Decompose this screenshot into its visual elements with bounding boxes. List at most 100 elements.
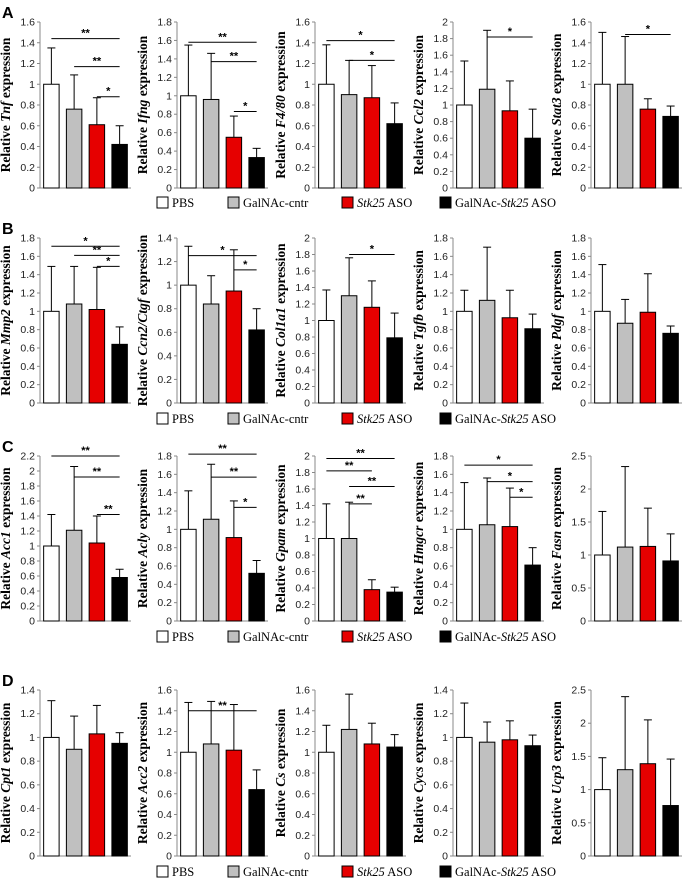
significance-label: * <box>220 245 225 257</box>
bar-4 <box>524 328 541 404</box>
significance-label: * <box>508 471 513 483</box>
bar-1 <box>594 789 611 857</box>
y-axis-title: Relative F4/80 expression <box>273 31 288 179</box>
y-axis-title-suffix: expression <box>549 250 564 314</box>
bar-4 <box>248 789 265 857</box>
significance-label: ** <box>93 56 102 68</box>
legend-label-text: PBS <box>172 865 194 879</box>
y-axis-title-gene: Ucp3 <box>549 765 564 794</box>
significance-label: * <box>646 23 651 35</box>
y-tick-label: 1.4 <box>571 37 586 49</box>
y-tick-label: 0.8 <box>433 116 448 128</box>
y-axis-title-gene: Acc2 <box>135 766 150 795</box>
significance-label: ** <box>368 476 377 488</box>
y-tick-label: 0 <box>442 183 448 195</box>
y-axis-title-gene: Ifng <box>135 99 150 124</box>
y-axis-title: Relative Acc2 expression <box>135 701 150 844</box>
legend-label-text: PBS <box>172 196 194 210</box>
legend-label-suffix: ASO <box>385 630 412 644</box>
y-tick-label: 0.8 <box>20 556 35 568</box>
chart-acly: Relative Acly expression 0 0.2 0.4 0.6 0.8 1 1.… <box>135 443 268 628</box>
y-tick-label: 0.6 <box>20 571 35 583</box>
y-tick-label: 0.2 <box>433 827 448 839</box>
y-tick-label: 0.4 <box>295 365 310 377</box>
y-tick-label: 1.4 <box>433 487 448 499</box>
y-tick-label: 1.2 <box>157 726 172 738</box>
charts-layer: Relative Tnf expression 0 0.2 0.4 0.6 0.8 1 1.2… <box>0 17 682 863</box>
legend-label-gene: Stk25 <box>357 412 385 426</box>
legend-swatch <box>227 412 240 425</box>
y-tick-label: 0.8 <box>20 756 35 768</box>
y-tick-label: 0.8 <box>157 768 172 780</box>
y-axis-title-gene: Cycs <box>411 767 426 793</box>
y-tick-label: 0.2 <box>157 830 172 842</box>
y-tick-label: 1.6 <box>571 251 586 263</box>
y-axis-title-suffix: expression <box>273 31 288 95</box>
y-tick-label: 1.4 <box>20 37 35 49</box>
y-tick-label: 1.6 <box>295 17 310 29</box>
legend-swatch <box>156 630 169 643</box>
y-tick-label: 0.6 <box>20 779 35 791</box>
y-tick-label: 0 <box>166 851 172 863</box>
y-axis-title-gene: Col1a1 <box>273 307 288 347</box>
y-tick-label: 0.2 <box>20 162 35 174</box>
y-tick-label: 0.4 <box>433 803 448 815</box>
legend-label-gene: Stk25 <box>501 412 529 426</box>
y-tick-label: 1.6 <box>157 685 172 697</box>
y-tick-label: 0.8 <box>571 324 586 336</box>
significance-label: * <box>519 486 524 498</box>
y-tick-label: 0.2 <box>157 164 172 176</box>
y-tick-label: 2 <box>29 466 35 478</box>
y-axis-title-prefix: Relative <box>135 356 150 407</box>
y-axis-title-prefix: Relative <box>273 128 288 179</box>
bar-2 <box>65 748 83 857</box>
legend-swatch <box>439 196 452 209</box>
y-tick-label: 1.4 <box>157 705 172 717</box>
y-tick-label: 2 <box>304 451 310 463</box>
y-tick-label: 0.4 <box>433 361 448 373</box>
significance-label: ** <box>345 460 354 472</box>
bar-1 <box>318 538 335 622</box>
bar-2 <box>616 546 634 622</box>
y-axis-title-gene: Acc1 <box>0 531 13 560</box>
bar-3 <box>501 739 519 857</box>
y-axis-title-prefix: Relative <box>0 793 13 844</box>
bar-4 <box>662 560 679 622</box>
y-tick-label: 0.6 <box>20 343 35 355</box>
chart-hmgcr: Relative Hmgcr expression 0 0.2 0.4 0.6 0.8 1 1… <box>411 451 544 628</box>
legend-label-gene: Stk25 <box>357 630 385 644</box>
bar-3 <box>639 545 657 622</box>
y-axis-title-prefix: Relative <box>0 559 13 610</box>
legend-label: GalNAc-Stk25 ASO <box>455 196 556 210</box>
y-tick-label: 0.4 <box>433 149 448 161</box>
legend-swatch <box>156 196 169 209</box>
y-axis-title-gene: Fasn <box>549 531 564 561</box>
bar-4 <box>111 343 128 404</box>
y-axis-title-gene: Mmp2 <box>0 309 13 346</box>
y-axis-title: Relative Col1a1 expression <box>273 243 288 398</box>
y-tick-label: 0.4 <box>571 141 586 153</box>
bar-4 <box>662 115 679 189</box>
y-axis-title-prefix: Relative <box>0 122 13 173</box>
y-tick-label: 0.5 <box>571 583 586 595</box>
y-axis-title-suffix: expression <box>135 468 150 532</box>
y-tick-label: 1.6 <box>157 469 172 481</box>
bar-2 <box>616 83 634 189</box>
y-tick-label: 1.5 <box>571 517 586 529</box>
y-axis-title-suffix: expression <box>273 708 288 772</box>
y-tick-label: 0 <box>442 398 448 410</box>
y-tick-label: 1 <box>304 533 310 545</box>
bar-2 <box>616 322 634 404</box>
y-axis-title: Relative Tgfb expression <box>411 250 426 391</box>
y-axis-title: Relative Fasn expression <box>549 467 564 611</box>
y-tick-label: 1.4 <box>295 282 310 294</box>
y-tick-label: 0.2 <box>433 379 448 391</box>
bar-3 <box>363 743 381 857</box>
y-tick-label: 0.4 <box>157 579 172 591</box>
y-tick-label: 1 <box>166 90 172 102</box>
y-tick-label: 1.2 <box>157 72 172 84</box>
y-tick-label: 1.2 <box>433 83 448 95</box>
y-tick-label: 0.5 <box>571 817 586 829</box>
legend-swatch <box>227 865 240 878</box>
legend-swatch <box>341 630 354 643</box>
